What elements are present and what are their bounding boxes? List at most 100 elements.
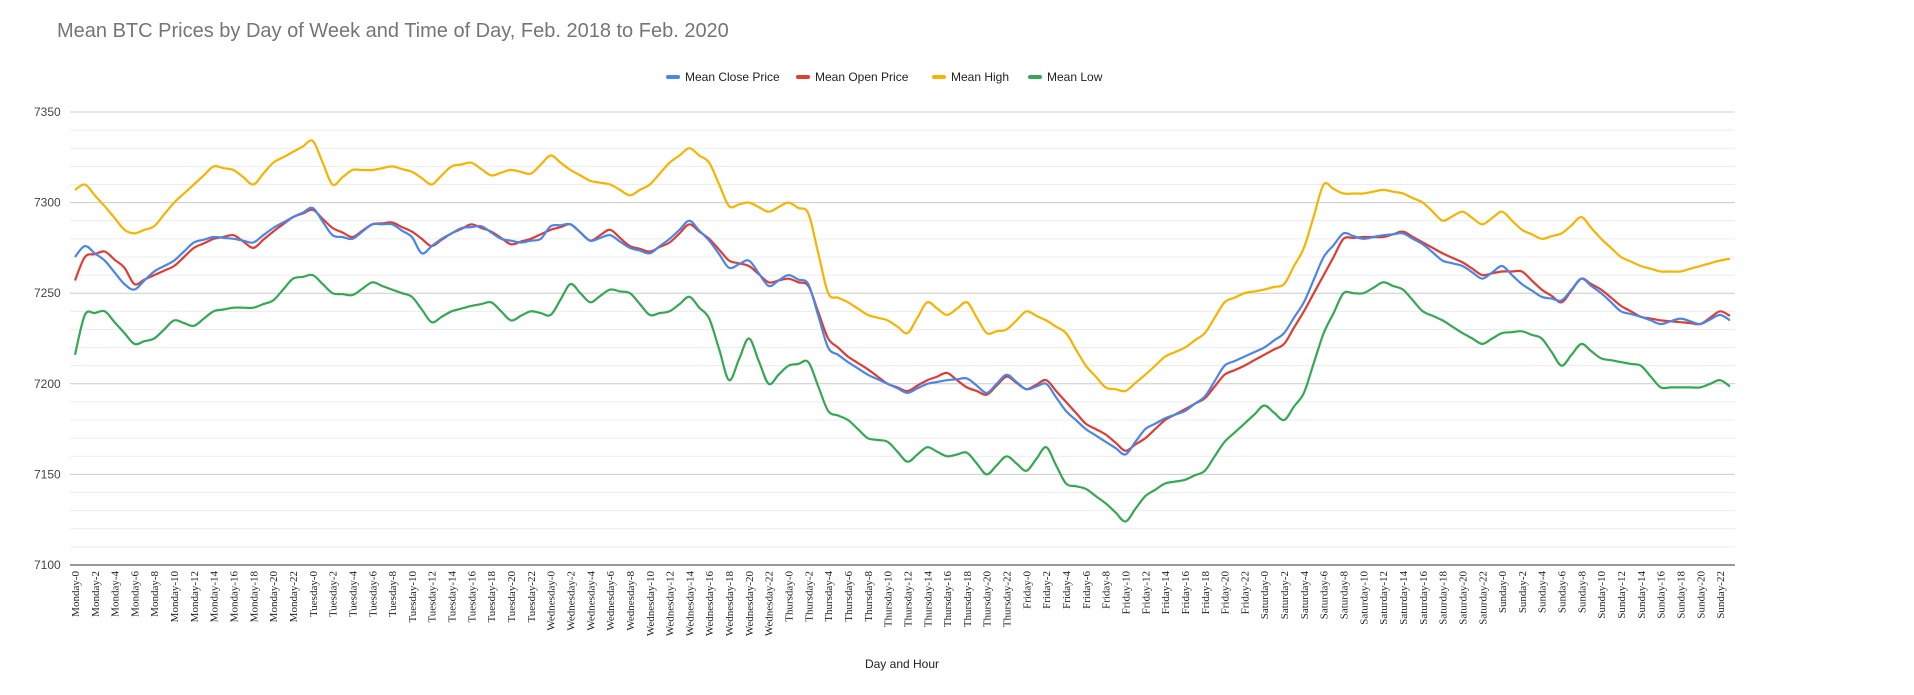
- x-tick-label: Sunday-8: [1576, 571, 1588, 614]
- x-tick-label: Sunday-18: [1675, 571, 1687, 619]
- x-tick-label: Monday-14: [209, 571, 221, 623]
- x-tick-label: Tuesday-12: [427, 571, 439, 623]
- x-tick-label: Thursday-16: [942, 571, 954, 628]
- x-tick-label: Saturday-4: [1299, 571, 1311, 620]
- x-tick-label: Thursday-6: [843, 571, 855, 622]
- x-tick-label: Tuesday-4: [347, 571, 359, 618]
- x-tick-label: Thursday-20: [982, 571, 994, 628]
- legend-item-label: Mean Open Price: [815, 70, 909, 84]
- series-lines: [73, 139, 1731, 523]
- legend: Mean Close Price Mean Open Price Mean High…: [666, 70, 1103, 84]
- x-tick-label: Tuesday-6: [367, 571, 379, 618]
- x-tick-label: Friday-0: [1021, 571, 1033, 609]
- x-tick-label: Friday-14: [1160, 571, 1172, 615]
- x-tick-label: Friday-16: [1180, 571, 1192, 615]
- x-tick-label: Friday-10: [1120, 571, 1132, 615]
- x-tick-label: Sunday-0: [1497, 571, 1509, 614]
- y-axis-ticks: 7100 7150 7200 7250 7300 7350: [34, 105, 61, 572]
- x-tick-label: Friday-12: [1140, 571, 1152, 614]
- x-tick-label: Friday-4: [1061, 571, 1073, 609]
- x-tick-label: Thursday-4: [823, 571, 835, 622]
- legend-item-label: Mean Low: [1047, 70, 1103, 84]
- x-tick-label: Saturday-18: [1438, 571, 1450, 625]
- x-tick-label: Saturday-2: [1279, 571, 1291, 619]
- x-tick-label: Sunday-16: [1656, 571, 1668, 619]
- x-tick-label: Tuesday-8: [387, 571, 399, 618]
- x-tick-label: Monday-8: [149, 571, 161, 617]
- x-tick-label: Saturday-12: [1378, 571, 1390, 625]
- x-tick-label: Friday-18: [1200, 571, 1212, 615]
- x-tick-label: Wednesday-0: [546, 571, 558, 631]
- x-tick-label: Thursday-22: [1002, 571, 1014, 627]
- x-tick-label: Monday-2: [90, 571, 102, 617]
- x-tick-label: Friday-6: [1081, 571, 1093, 609]
- x-tick-label: Monday-16: [229, 571, 241, 623]
- x-tick-label: Saturday-0: [1259, 571, 1271, 620]
- x-tick-label: Wednesday-2: [565, 571, 577, 631]
- legend-item-label: Mean High: [951, 70, 1009, 84]
- x-tick-label: Sunday-6: [1557, 571, 1569, 614]
- x-tick-label: Thursday-18: [962, 571, 974, 628]
- x-tick-label: Tuesday-10: [407, 571, 419, 623]
- series-line-mean-open-price: [73, 208, 1731, 452]
- x-tick-label: Monday-12: [189, 571, 201, 622]
- x-tick-label: Tuesday-2: [328, 571, 340, 617]
- x-tick-label: Wednesday-12: [665, 571, 677, 636]
- x-tick-label: Wednesday-4: [585, 571, 597, 631]
- legend-item-label: Mean Close Price: [685, 70, 780, 84]
- y-tick-label: 7100: [34, 558, 61, 572]
- x-tick-label: Tuesday-0: [308, 571, 320, 618]
- x-tick-label: Sunday-4: [1537, 571, 1549, 614]
- x-tick-label: Saturday-14: [1398, 571, 1410, 625]
- x-tick-label: Sunday-2: [1517, 571, 1529, 613]
- x-tick-label: Saturday-8: [1339, 571, 1351, 620]
- x-tick-label: Thursday-12: [902, 571, 914, 627]
- y-tick-label: 7300: [34, 196, 61, 210]
- x-tick-label: Saturday-22: [1477, 571, 1489, 625]
- y-tick-label: 7200: [34, 377, 61, 391]
- x-tick-label: Tuesday-16: [466, 571, 478, 623]
- x-tick-label: Thursday-14: [922, 571, 934, 628]
- x-tick-label: Sunday-12: [1616, 571, 1628, 619]
- x-tick-label: Friday-22: [1239, 571, 1251, 614]
- x-tick-label: Friday-2: [1041, 571, 1053, 609]
- x-tick-label: Wednesday-22: [764, 571, 776, 636]
- x-tick-label: Monday-22: [288, 571, 300, 622]
- x-tick-label: Friday-20: [1220, 571, 1232, 615]
- x-tick-label: Saturday-20: [1457, 571, 1469, 625]
- x-tick-label: Tuesday-22: [526, 571, 538, 623]
- x-tick-label: Wednesday-16: [704, 571, 716, 637]
- x-tick-label: Wednesday-10: [645, 571, 657, 637]
- x-tick-label: Tuesday-18: [486, 571, 498, 623]
- x-tick-label: Sunday-22: [1715, 571, 1727, 619]
- x-tick-label: Sunday-20: [1695, 571, 1707, 619]
- x-tick-label: Friday-8: [1101, 571, 1113, 609]
- x-tick-label: Wednesday-8: [625, 571, 637, 631]
- x-tick-label: Thursday-0: [784, 571, 796, 622]
- series-line-mean-high: [74, 139, 1731, 393]
- x-tick-label: Thursday-2: [803, 571, 815, 622]
- x-axis-label: Day and Hour: [865, 657, 939, 671]
- chart-title: Mean BTC Prices by Day of Week and Time …: [57, 20, 729, 42]
- x-tick-label: Thursday-10: [883, 571, 895, 628]
- x-tick-label: Thursday-8: [863, 571, 875, 622]
- y-tick-label: 7250: [34, 286, 61, 300]
- series-line-mean-close-price: [74, 206, 1731, 456]
- x-tick-label: Wednesday-6: [605, 571, 617, 631]
- x-tick-label: Tuesday-14: [447, 571, 459, 623]
- x-tick-label: Saturday-6: [1319, 571, 1331, 620]
- x-tick-label: Monday-0: [70, 571, 82, 617]
- y-tick-label: 7350: [34, 105, 61, 119]
- x-axis-ticks: Monday-0 Monday-2 Monday-4 Monday-6 Monday-8…: [70, 571, 1727, 637]
- series-line-mean-low: [73, 273, 1731, 523]
- x-tick-label: Monday-6: [129, 571, 141, 617]
- x-tick-label: Wednesday-18: [724, 571, 736, 637]
- x-tick-label: Monday-18: [248, 571, 260, 623]
- grid-lines: [70, 111, 1735, 566]
- x-tick-label: Monday-20: [268, 571, 280, 623]
- x-tick-label: Sunday-10: [1596, 571, 1608, 619]
- x-tick-label: Tuesday-20: [506, 571, 518, 623]
- x-tick-label: Monday-10: [169, 571, 181, 623]
- x-tick-label: Saturday-16: [1418, 571, 1430, 625]
